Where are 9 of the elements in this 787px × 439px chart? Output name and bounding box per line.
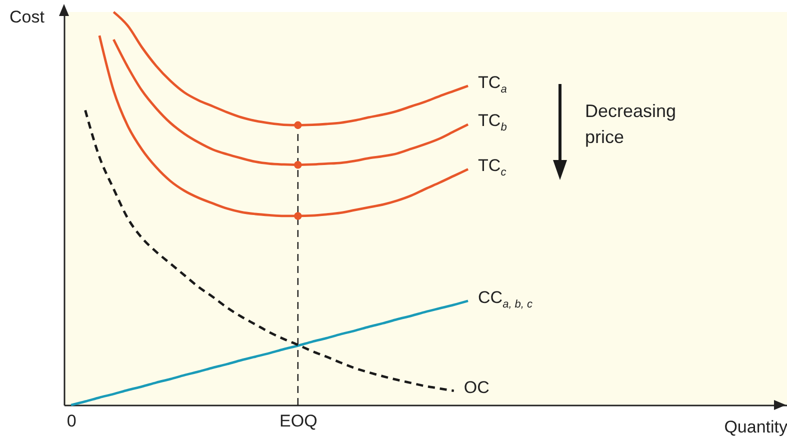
annotation: Decreasing price [585, 100, 678, 149]
series-label: OC [464, 378, 490, 397]
x-tick-label: 0 [66, 412, 76, 430]
series-label: CC$_{a, b, c}$ [478, 288, 533, 310]
series-label: TC$_{a}$ [478, 72, 507, 96]
x-tick-label: EOQ [280, 412, 318, 430]
series-label: TC$_{c}$ [478, 156, 506, 179]
series-label: TC$_{b}$ [478, 111, 507, 134]
y-axis-title: Cost [10, 8, 45, 26]
